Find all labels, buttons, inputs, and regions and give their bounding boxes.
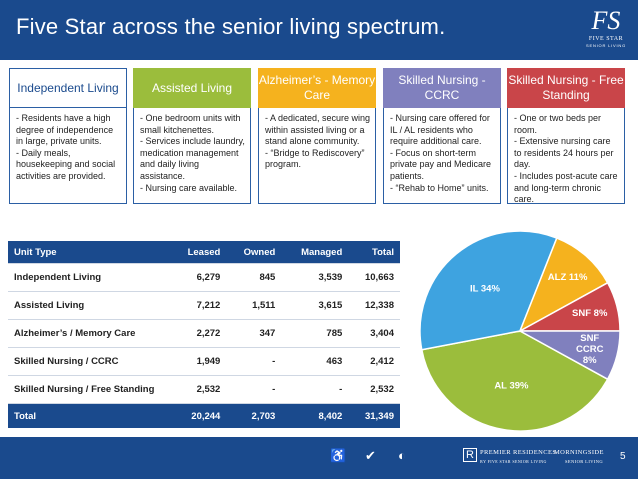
column-body: - One or two beds per room. - Extensive … — [507, 108, 625, 204]
column-header: Independent Living — [9, 68, 127, 108]
pie-label-il: IL 34% — [470, 284, 500, 295]
cell-managed: 785 — [281, 319, 349, 348]
pie-slice-il — [419, 230, 558, 351]
unit-type-table: Unit Type Leased Owned Managed Total Ind… — [8, 241, 400, 428]
column-header: Assisted Living — [133, 68, 251, 108]
cell-managed: - — [281, 375, 349, 404]
header-total: Total — [348, 241, 400, 264]
cell-managed: 3,615 — [281, 291, 349, 320]
column-title: Skilled Nursing - Free Standing — [508, 73, 624, 102]
header-leased: Leased — [170, 241, 227, 264]
column-title: Alzheimer’s - Memory Care — [258, 73, 376, 102]
cell-owned: 2,703 — [226, 403, 282, 428]
header-managed: Managed — [281, 241, 349, 264]
morningside-subtitle: SENIOR LIVING — [565, 459, 604, 464]
cell-leased: 1,949 — [170, 347, 227, 376]
checkmark-badge-icon: ✔ — [365, 448, 376, 463]
column-title: Skilled Nursing - CCRC — [398, 73, 486, 102]
cell-managed: 463 — [281, 347, 349, 376]
premier-residences-subtitle: BY FIVE STAR SENIOR LIVING — [480, 459, 547, 464]
column-independent-living: Independent Living - Residents have a hi… — [9, 68, 127, 204]
cell-leased: 2,272 — [170, 319, 227, 348]
table-row: Assisted Living 7,212 1,511 3,615 12,338 — [8, 291, 400, 320]
column-header: Skilled Nursing - CCRC — [383, 68, 501, 108]
column-skilled-nursing-ccrc: Skilled Nursing - CCRC - Nursing care of… — [383, 68, 501, 204]
pie-label-alz: ALZ 11% — [548, 272, 588, 283]
pie-label-snf-ccrc: SNF CCRC 8% — [576, 333, 604, 366]
table-row: Independent Living 6,279 845 3,539 10,66… — [8, 263, 400, 292]
column-body: - A dedicated, secure wing within assist… — [258, 108, 376, 204]
table-row: Skilled Nursing / Free Standing 2,532 - … — [8, 375, 400, 404]
cell-leased: 6,279 — [170, 263, 227, 292]
cell-unit-type: Skilled Nursing / CCRC — [8, 347, 170, 376]
pie-slice-alz — [518, 237, 609, 333]
column-assisted-living: Assisted Living - One bedroom units with… — [133, 68, 251, 204]
page-number: 5 — [620, 451, 626, 462]
cell-owned: 845 — [226, 263, 282, 292]
page-title: Five Star across the senior living spect… — [16, 14, 446, 39]
pie-slice-al — [420, 330, 609, 432]
cell-unit-type: Alzheimer’s / Memory Care — [8, 319, 170, 348]
cell-total: 31,349 — [348, 403, 400, 428]
pie-slice-snf-ccrc — [519, 330, 621, 381]
morningside-brand: MORNINGSIDE — [554, 449, 604, 456]
header-unit-type: Unit Type — [8, 241, 170, 264]
logo-subtitle: SENIOR LIVING — [586, 43, 626, 48]
unit-mix-pie-chart: AL 39% IL 34% ALZ 11% SNF 8% SNF CCRC 8% — [419, 230, 621, 432]
cell-unit-type: Assisted Living — [8, 291, 170, 320]
column-title: Independent Living — [17, 80, 119, 95]
header-owned: Owned — [226, 241, 282, 264]
cell-total: 3,404 — [348, 319, 400, 348]
cell-total: 2,412 — [348, 347, 400, 376]
column-body: - Residents have a high degree of indepe… — [9, 108, 127, 204]
five-star-logo: FS FIVE STAR SENIOR LIVING — [580, 6, 632, 58]
column-body: - One bedroom units with small kitchenet… — [133, 108, 251, 204]
column-skilled-nursing-free-standing: Skilled Nursing - Free Standing - One or… — [507, 68, 625, 204]
logo-monogram: FS — [591, 6, 621, 35]
footer-bar: ♿ ✔ ◐ R PREMIER RESIDENCES BY FIVE STAR … — [0, 437, 638, 479]
cell-unit-type: Skilled Nursing / Free Standing — [8, 375, 170, 404]
table-header-row: Unit Type Leased Owned Managed Total — [8, 241, 400, 264]
cell-leased: 20,244 — [170, 403, 227, 428]
column-header: Skilled Nursing - Free Standing — [507, 68, 625, 108]
table-total-row: Total 20,244 2,703 8,402 31,349 — [8, 403, 400, 428]
cell-owned: - — [226, 375, 282, 404]
cell-unit-type: Independent Living — [8, 263, 170, 292]
pr-monogram-icon: R — [463, 448, 477, 462]
pie-label-al: AL 39% — [494, 380, 529, 391]
cell-unit-type: Total — [8, 403, 170, 428]
pie-label-snf: SNF 8% — [572, 308, 608, 319]
cell-leased: 2,532 — [170, 375, 227, 404]
logo-brand: FIVE STAR — [588, 36, 624, 42]
column-body: - Nursing care offered for IL / AL resid… — [383, 108, 501, 204]
cell-total: 10,663 — [348, 263, 400, 292]
column-memory-care: Alzheimer’s - Memory Care - A dedicated,… — [258, 68, 376, 204]
table-row: Alzheimer’s / Memory Care 2,272 347 785 … — [8, 319, 400, 348]
cell-total: 2,532 — [348, 375, 400, 404]
column-header: Alzheimer’s - Memory Care — [258, 68, 376, 108]
cell-leased: 7,212 — [170, 291, 227, 320]
column-title: Assisted Living — [151, 80, 233, 95]
table-row: Skilled Nursing / CCRC 1,949 - 463 2,412 — [8, 347, 400, 376]
cell-owned: 1,511 — [226, 291, 282, 320]
header-bar: Five Star across the senior living spect… — [0, 0, 638, 60]
cell-total: 12,338 — [348, 291, 400, 320]
cell-owned: 347 — [226, 319, 282, 348]
cell-managed: 3,539 — [281, 263, 349, 292]
cell-managed: 8,402 — [281, 403, 349, 428]
cell-owned: - — [226, 347, 282, 376]
moon-icon: ◐ — [398, 448, 406, 463]
wheelchair-icon: ♿ — [330, 448, 347, 463]
premier-residences-brand: PREMIER RESIDENCES — [480, 449, 557, 456]
